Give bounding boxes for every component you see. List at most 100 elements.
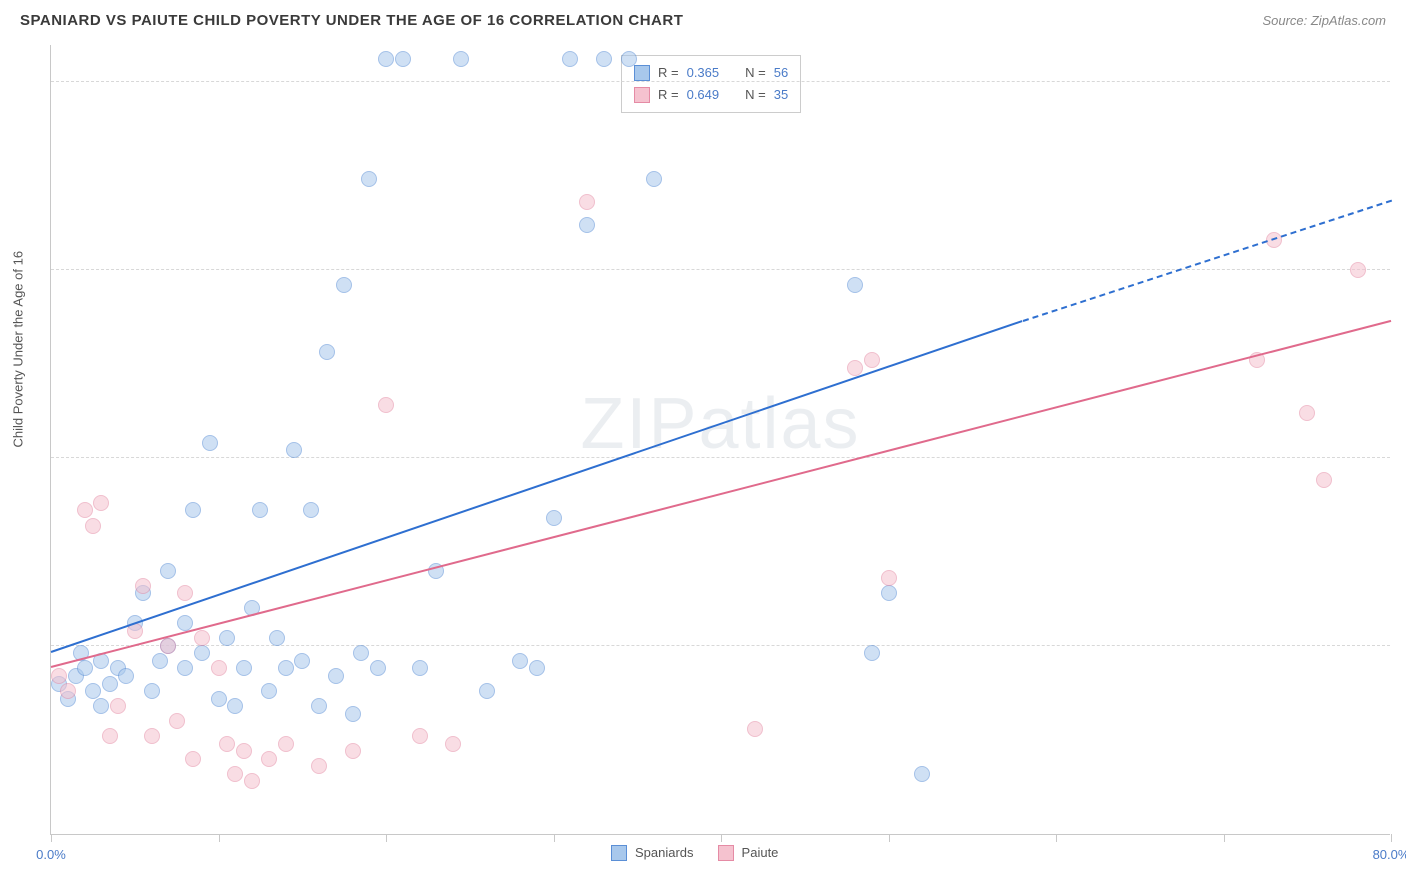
data-point bbox=[211, 660, 227, 676]
data-point bbox=[361, 171, 377, 187]
data-point bbox=[219, 630, 235, 646]
x-tick bbox=[386, 834, 387, 842]
gridline bbox=[51, 457, 1390, 458]
data-point bbox=[85, 518, 101, 534]
data-point bbox=[294, 653, 310, 669]
x-tick bbox=[1056, 834, 1057, 842]
data-point bbox=[319, 344, 335, 360]
gridline bbox=[51, 81, 1390, 82]
data-point bbox=[194, 645, 210, 661]
gridline bbox=[51, 269, 1390, 270]
data-point bbox=[847, 277, 863, 293]
legend-swatch bbox=[634, 65, 650, 81]
data-point bbox=[169, 713, 185, 729]
chart-title: SPANIARD VS PAIUTE CHILD POVERTY UNDER T… bbox=[20, 12, 683, 29]
data-point bbox=[85, 683, 101, 699]
data-point bbox=[144, 683, 160, 699]
legend-swatch bbox=[611, 845, 627, 861]
y-tick-label: 25.0% bbox=[1395, 623, 1406, 638]
data-point bbox=[252, 502, 268, 518]
data-point bbox=[747, 721, 763, 737]
source-attribution: Source: ZipAtlas.com bbox=[1262, 13, 1386, 28]
data-point bbox=[51, 668, 67, 684]
data-point bbox=[227, 766, 243, 782]
data-point bbox=[118, 668, 134, 684]
data-point bbox=[194, 630, 210, 646]
data-point bbox=[160, 563, 176, 579]
x-tick bbox=[889, 834, 890, 842]
x-tick bbox=[1391, 834, 1392, 842]
data-point bbox=[185, 502, 201, 518]
data-point bbox=[914, 766, 930, 782]
legend-label: Paiute bbox=[742, 842, 779, 864]
data-point bbox=[77, 660, 93, 676]
data-point bbox=[286, 442, 302, 458]
data-point bbox=[395, 51, 411, 67]
legend-swatch bbox=[718, 845, 734, 861]
data-point bbox=[311, 758, 327, 774]
data-point bbox=[261, 683, 277, 699]
trend-line bbox=[51, 320, 1023, 653]
y-tick-label: 100.0% bbox=[1395, 59, 1406, 74]
data-point bbox=[278, 736, 294, 752]
data-point bbox=[311, 698, 327, 714]
data-point bbox=[881, 570, 897, 586]
data-point bbox=[328, 668, 344, 684]
x-tick bbox=[554, 834, 555, 842]
data-point bbox=[412, 728, 428, 744]
data-point bbox=[185, 751, 201, 767]
x-tick bbox=[721, 834, 722, 842]
y-axis-label: Child Poverty Under the Age of 16 bbox=[11, 251, 26, 448]
data-point bbox=[479, 683, 495, 699]
y-tick-label: 75.0% bbox=[1395, 247, 1406, 262]
data-point bbox=[881, 585, 897, 601]
data-point bbox=[244, 773, 260, 789]
data-point bbox=[219, 736, 235, 752]
data-point bbox=[1299, 405, 1315, 421]
legend-item: Paiute bbox=[718, 842, 779, 864]
data-point bbox=[1350, 262, 1366, 278]
data-point bbox=[278, 660, 294, 676]
data-point bbox=[512, 653, 528, 669]
data-point bbox=[370, 660, 386, 676]
r-label: R = bbox=[658, 84, 679, 106]
legend-item: Spaniards bbox=[611, 842, 694, 864]
data-point bbox=[596, 51, 612, 67]
data-point bbox=[378, 397, 394, 413]
data-point bbox=[345, 706, 361, 722]
data-point bbox=[261, 751, 277, 767]
legend-label: Spaniards bbox=[635, 842, 694, 864]
series-legend: Spaniards Paiute bbox=[611, 842, 778, 864]
data-point bbox=[546, 510, 562, 526]
data-point bbox=[579, 217, 595, 233]
data-point bbox=[211, 691, 227, 707]
data-point bbox=[177, 585, 193, 601]
correlation-legend: R =0.365N =56R =0.649N =35 bbox=[621, 55, 801, 113]
x-tick bbox=[1224, 834, 1225, 842]
data-point bbox=[93, 495, 109, 511]
y-tick-label: 50.0% bbox=[1395, 435, 1406, 450]
data-point bbox=[227, 698, 243, 714]
x-tick-label: 80.0% bbox=[1373, 847, 1406, 862]
data-point bbox=[864, 352, 880, 368]
n-value: 35 bbox=[774, 84, 788, 106]
data-point bbox=[562, 51, 578, 67]
data-point bbox=[579, 194, 595, 210]
trend-line-extrapolated bbox=[1022, 200, 1391, 322]
x-tick bbox=[219, 834, 220, 842]
data-point bbox=[93, 698, 109, 714]
legend-swatch bbox=[634, 87, 650, 103]
legend-row: R =0.649N =35 bbox=[634, 84, 788, 106]
data-point bbox=[77, 502, 93, 518]
data-point bbox=[160, 638, 176, 654]
data-point bbox=[453, 51, 469, 67]
data-point bbox=[144, 728, 160, 744]
data-point bbox=[102, 676, 118, 692]
data-point bbox=[412, 660, 428, 676]
data-point bbox=[152, 653, 168, 669]
data-point bbox=[864, 645, 880, 661]
data-point bbox=[236, 660, 252, 676]
data-point bbox=[177, 660, 193, 676]
data-point bbox=[529, 660, 545, 676]
x-tick-label: 0.0% bbox=[36, 847, 66, 862]
